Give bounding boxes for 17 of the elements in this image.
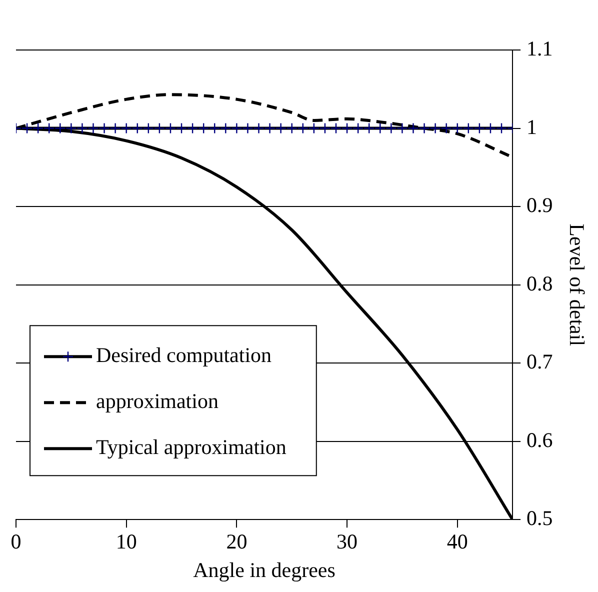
x-tick-label: 20: [226, 530, 248, 554]
y-tick-label: 0.9: [526, 193, 553, 218]
x-tick-label: 0: [10, 530, 22, 554]
x-tick-label: 10: [116, 530, 137, 554]
y-tick-label: 1: [526, 114, 538, 139]
x-tick-label: 40: [446, 530, 468, 554]
y-tick-label: 0.8: [526, 271, 553, 296]
legend-label: Typical approximation: [96, 435, 287, 460]
y-tick-label: 0.6: [526, 428, 553, 452]
legend-label: approximation: [96, 389, 219, 414]
y-tick-label: 0.5: [526, 506, 553, 530]
y-tick-label: 1.1: [526, 36, 553, 61]
x-axis-title: Angle in degrees: [193, 558, 336, 582]
y-axis-title: Level of detail: [564, 224, 589, 346]
legend-label: Desired computation: [96, 343, 272, 368]
x-tick-label: 30: [336, 530, 358, 554]
y-tick-label: 0.7: [526, 350, 553, 374]
